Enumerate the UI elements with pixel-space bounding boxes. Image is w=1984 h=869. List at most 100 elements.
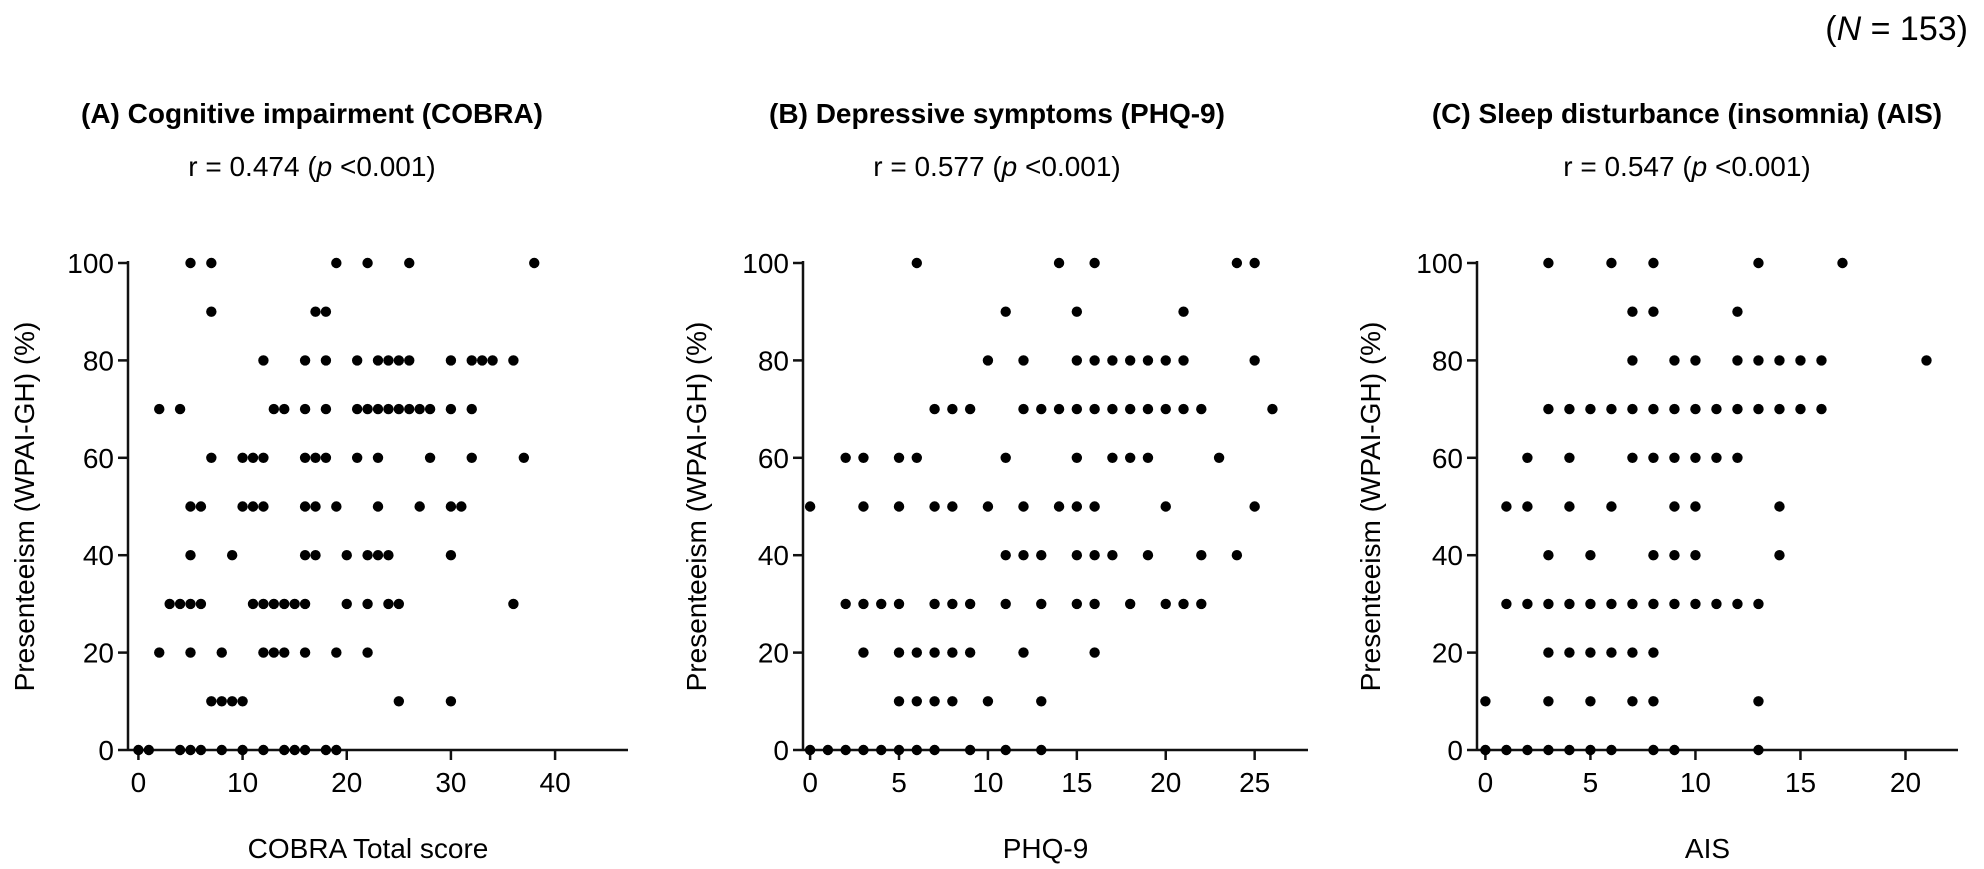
data-point: [185, 550, 196, 561]
chart-title: (C) Sleep disturbance (insomnia) (AIS): [1432, 98, 1942, 129]
x-tick-label: 10: [1680, 767, 1711, 798]
data-point: [1142, 452, 1154, 463]
data-point: [372, 550, 384, 561]
data-point: [1648, 306, 1659, 317]
y-tick-label: 60: [758, 443, 789, 474]
data-point: [1160, 355, 1171, 366]
y-tick-label: 100: [67, 248, 114, 279]
data-point: [226, 696, 238, 707]
data-point: [858, 744, 869, 756]
data-point: [1543, 403, 1554, 415]
data-point: [982, 355, 994, 366]
correlation-stat-suffix: <0.001): [1707, 151, 1811, 182]
y-tick-label: 40: [1432, 540, 1463, 571]
data-point: [1231, 550, 1243, 561]
data-point: [1178, 306, 1189, 317]
data-point: [299, 647, 311, 658]
x-tick-label: 20: [1150, 767, 1181, 798]
data-point: [1107, 355, 1118, 366]
y-tick-label: 60: [83, 443, 114, 474]
data-point: [185, 598, 196, 610]
data-point: [185, 257, 196, 269]
data-point: [1522, 452, 1533, 463]
data-point: [1564, 744, 1575, 756]
data-point: [1480, 744, 1491, 756]
data-point: [1089, 598, 1100, 610]
data-point: [947, 647, 958, 658]
data-point: [1732, 452, 1743, 463]
data-point: [372, 452, 384, 463]
data-point: [858, 501, 869, 512]
correlation-stat-suffix: <0.001): [1017, 151, 1121, 182]
data-point: [1837, 257, 1848, 269]
data-point: [1585, 403, 1596, 415]
data-point: [1543, 257, 1554, 269]
data-point: [1249, 501, 1260, 512]
data-point: [1627, 306, 1638, 317]
data-point: [383, 598, 394, 610]
x-tick-label: 15: [1785, 767, 1816, 798]
data-point: [876, 598, 887, 610]
data-point: [310, 550, 321, 561]
data-point: [1522, 744, 1533, 756]
data-point: [1142, 355, 1154, 366]
data-point: [206, 257, 217, 269]
data-point: [237, 452, 248, 463]
data-point: [1071, 306, 1083, 317]
data-point: [1522, 598, 1533, 610]
data-point: [1071, 403, 1083, 415]
data-point: [185, 501, 196, 512]
data-point: [299, 403, 311, 415]
data-point: [404, 257, 415, 269]
data-point: [195, 744, 207, 756]
x-tick-label: 10: [227, 767, 258, 798]
x-tick-label: 40: [540, 767, 571, 798]
data-point: [1231, 257, 1243, 269]
data-point: [1543, 696, 1554, 707]
data-point: [445, 501, 457, 512]
data-point: [1648, 452, 1659, 463]
data-point: [893, 598, 905, 610]
y-tick-label: 80: [83, 345, 114, 376]
data-point: [1124, 403, 1136, 415]
data-point: [1501, 501, 1512, 512]
data-point: [1732, 403, 1743, 415]
data-point: [1564, 598, 1575, 610]
data-point: [341, 598, 352, 610]
correlation-stat-prefix: r = 0.577 (: [873, 151, 1002, 182]
data-point: [1564, 452, 1575, 463]
data-point: [1648, 403, 1659, 415]
data-point: [964, 744, 976, 756]
data-point: [1522, 501, 1533, 512]
x-tick-label: 5: [891, 767, 907, 798]
data-point: [279, 744, 290, 756]
data-point: [351, 355, 363, 366]
data-point: [1160, 598, 1171, 610]
data-point: [393, 403, 405, 415]
p-symbol: p: [1001, 151, 1018, 182]
data-point: [1585, 744, 1596, 756]
data-point: [258, 744, 269, 756]
data-point: [804, 501, 816, 512]
data-point: [1543, 550, 1554, 561]
data-point: [299, 550, 311, 561]
data-point: [1196, 598, 1207, 610]
data-point: [393, 355, 405, 366]
data-point: [858, 598, 869, 610]
data-point: [195, 501, 207, 512]
data-point: [268, 598, 280, 610]
data-point: [840, 452, 851, 463]
data-point: [445, 355, 457, 366]
data-point: [393, 696, 405, 707]
data-point: [1753, 598, 1764, 610]
data-point: [929, 501, 940, 512]
x-tick-label: 0: [802, 767, 818, 798]
data-point: [1690, 501, 1701, 512]
data-point: [1089, 355, 1100, 366]
data-point: [1585, 647, 1596, 658]
data-point: [1669, 598, 1680, 610]
x-tick-label: 0: [1478, 767, 1494, 798]
data-point: [164, 598, 175, 610]
y-axis-label: Presenteeism (WPAI-GH) (%): [681, 322, 712, 692]
